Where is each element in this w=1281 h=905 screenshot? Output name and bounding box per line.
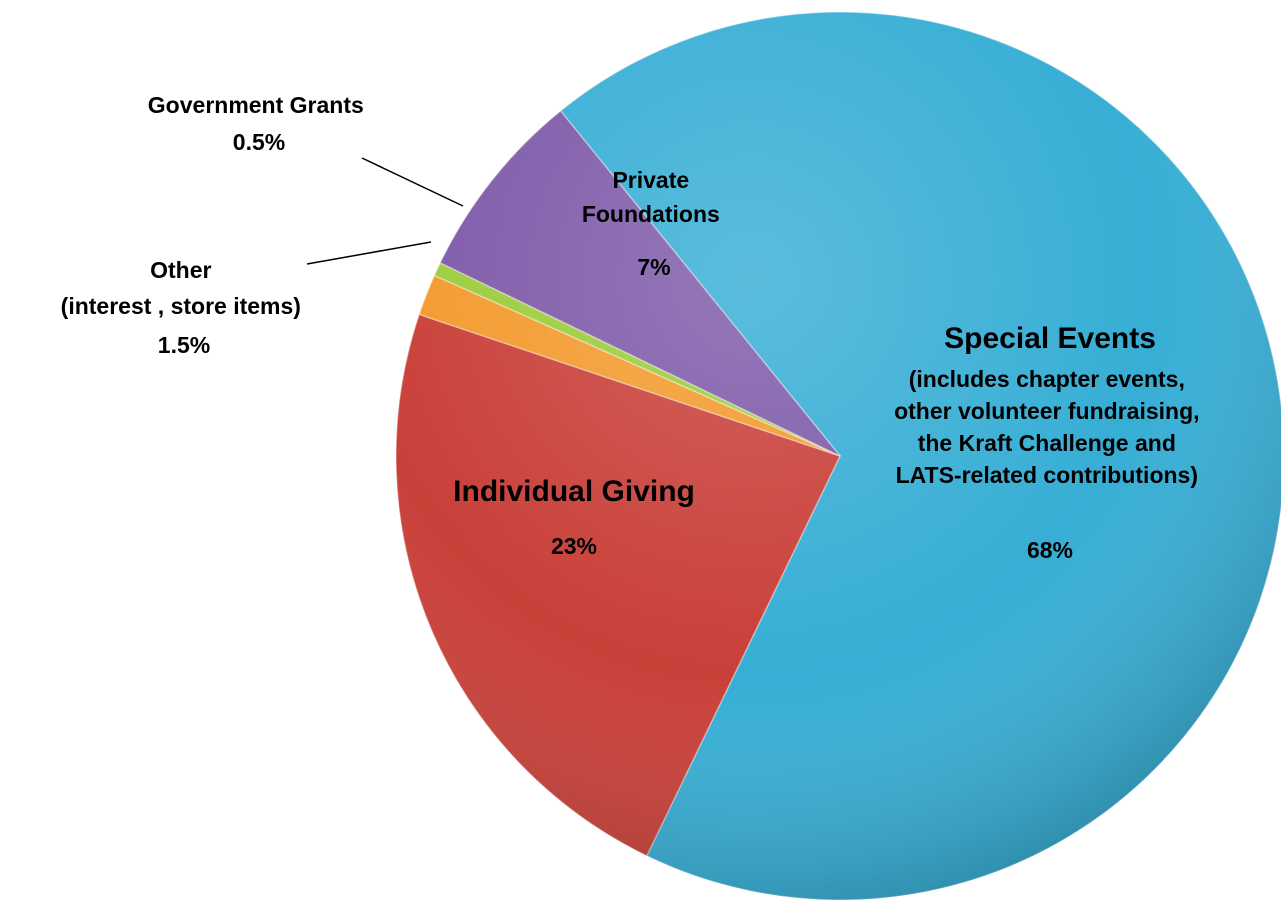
label-private-foundations-line-1: Private bbox=[612, 167, 689, 193]
label-other-detail: (interest , store items) bbox=[61, 293, 301, 319]
label-other-name: Other bbox=[150, 257, 211, 283]
svg-text:23%: 23% bbox=[551, 533, 597, 559]
label-other-value: 1.5% bbox=[158, 332, 210, 358]
label-individual-giving-name: Individual Giving bbox=[453, 475, 695, 508]
svg-text:Other (interest , store it: Other (interest , store items) 1.5% bbox=[61, 257, 308, 358]
leader-line-government-grants bbox=[361, 157, 464, 207]
svg-text:Private Foundations 7%: Private Foundations 7% bbox=[582, 167, 726, 280]
svg-text:Individual Giving: Individual Giving bbox=[453, 475, 695, 508]
label-private-foundations-value: 7% bbox=[637, 254, 670, 280]
leader-line-other bbox=[306, 241, 432, 265]
label-special-events-detail-2: other volunteer fundraising, bbox=[894, 398, 1199, 424]
label-individual-giving-value: 23% bbox=[551, 533, 597, 559]
svg-text:Special Events: Special Events bbox=[944, 322, 1156, 355]
label-special-events-detail-1: (includes chapter events, bbox=[909, 366, 1185, 392]
svg-text:(includes chapter events,: (includes chapter events, other voluntee… bbox=[894, 366, 1206, 563]
label-special-events-detail-4: LATS-related contributions) bbox=[896, 462, 1198, 488]
label-government-grants-name: Government Grants bbox=[148, 92, 364, 118]
label-government-grants-value: 0.5% bbox=[233, 129, 285, 155]
label-special-events-name: Special Events bbox=[944, 322, 1156, 355]
label-special-events-value: 68% bbox=[1027, 537, 1073, 563]
svg-text:Government Grants 0.5%: Government Grants 0.5% bbox=[148, 92, 370, 155]
label-private-foundations-line-2: Foundations bbox=[582, 201, 720, 227]
label-special-events-detail-3: the Kraft Challenge and bbox=[918, 430, 1176, 456]
